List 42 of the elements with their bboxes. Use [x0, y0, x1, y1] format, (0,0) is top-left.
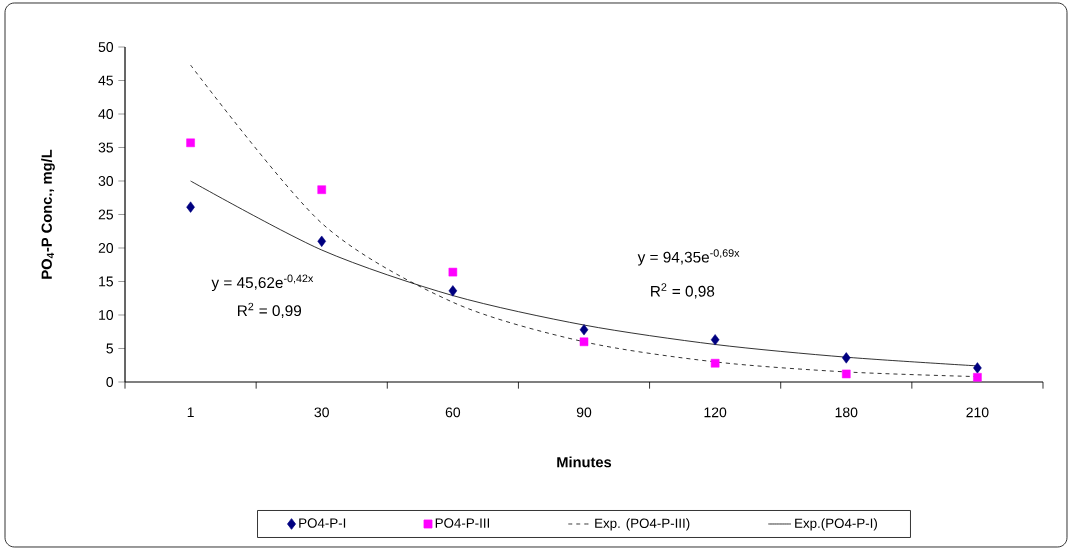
point [448, 267, 458, 277]
y-tick-label: 30 [98, 176, 114, 186]
x-tick-label: 60 [445, 407, 461, 418]
point [317, 235, 326, 247]
annotation: y = 94,35e$^{-0,69x}$ [637, 249, 740, 266]
annotation: y = 45,62e$^{-0,42x}$ [211, 274, 314, 292]
point [186, 138, 195, 148]
annotation: R$^{2}$ = 0,98 [651, 283, 715, 299]
point [973, 373, 982, 382]
legend-label: Exp.(PO4-P-I) [795, 518, 877, 531]
x-axis-title: Minutes [557, 456, 612, 468]
x-tick-label: 90 [576, 407, 592, 418]
point [710, 358, 720, 368]
annotation: R$^{2}$ = 0,99 [238, 302, 302, 318]
x-tick-label: 30 [314, 407, 329, 418]
y-tick-label: 15 [99, 276, 114, 287]
y-tick-label: 50 [98, 42, 114, 52]
y-tick-label: 0 [106, 377, 114, 387]
y-tick-label: 45 [98, 75, 114, 86]
point [973, 362, 982, 374]
legend-label: Exp. (PO4-P-III) [595, 518, 690, 531]
point [448, 285, 458, 297]
point [579, 324, 589, 336]
y-tick-label: 40 [98, 109, 114, 119]
y-tick-label: 35 [98, 142, 114, 153]
x-tick-label: 1 [187, 407, 194, 417]
point [579, 337, 589, 347]
y-tick-label: 10 [99, 310, 114, 320]
y-tick-label: 5 [106, 343, 114, 354]
y-tick-label: 20 [98, 243, 114, 253]
point [710, 334, 720, 346]
y-tick-label: 25 [98, 209, 114, 220]
point [317, 185, 326, 194]
x-tick-label: 120 [704, 407, 727, 418]
point [842, 369, 851, 379]
legend-label: PO4-P-III [435, 518, 490, 528]
text: PO$_{4}$-P Conc., mg/L [41, 149, 55, 279]
legend-label: PO4-P-I [299, 518, 346, 528]
x-tick-label: 210 [966, 407, 989, 418]
x-tick-label: 180 [835, 407, 858, 418]
point [842, 352, 851, 364]
point [186, 201, 195, 213]
